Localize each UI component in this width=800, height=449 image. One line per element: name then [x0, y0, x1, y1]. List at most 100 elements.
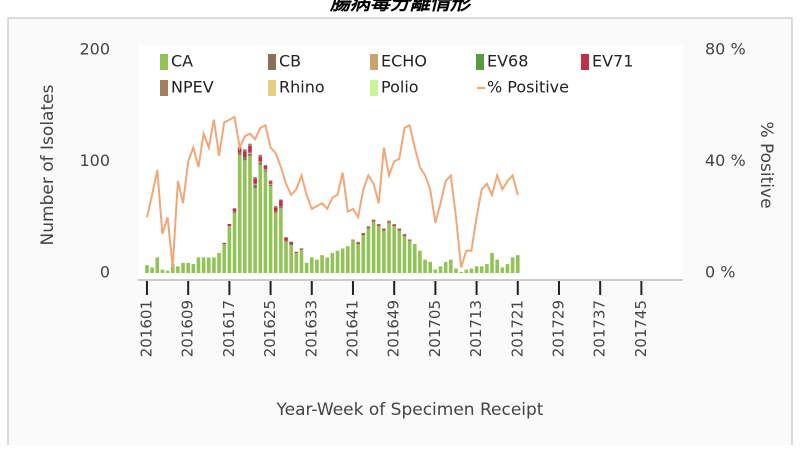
bar-segment [309, 257, 314, 273]
bar-segment [366, 226, 371, 228]
x-axis-label: Year-Week of Specimen Receipt [276, 400, 544, 420]
bar-segment [361, 235, 366, 273]
x-tick-label: 201601 [137, 300, 155, 357]
bar-segment [376, 225, 381, 227]
legend-swatch [268, 80, 276, 96]
bar-segment [469, 268, 474, 273]
bar-segment [366, 228, 371, 273]
legend-swatch [370, 80, 378, 96]
bar-segment [371, 220, 376, 222]
bar-segment [351, 239, 355, 241]
bar-segment [387, 222, 391, 273]
legend-label: CB [279, 52, 301, 71]
bar-segment [279, 199, 283, 201]
bar-segment [320, 255, 324, 273]
bar-segment [505, 264, 510, 273]
x-tick-label: 201609 [179, 300, 197, 357]
bar-segment [176, 266, 180, 273]
legend-swatch [581, 54, 589, 70]
bar-segment [165, 270, 170, 273]
bar-segment [222, 244, 227, 273]
bar-segment [376, 223, 381, 226]
bar-segment [232, 211, 237, 213]
y-tick-label: 0 [100, 263, 110, 282]
bar-segment [248, 152, 252, 154]
legend-swatch [160, 54, 168, 70]
bar-segment [232, 212, 237, 273]
bar-segment [248, 143, 252, 146]
bar-segment [361, 233, 366, 236]
bar-segment [340, 248, 345, 273]
bar-segment [248, 145, 252, 153]
bar-segment [402, 233, 407, 236]
x-tick-label: 201617 [220, 300, 238, 357]
bar-segment [191, 264, 196, 273]
bar-segment [268, 186, 273, 273]
bar-segment [248, 155, 252, 273]
y-axis-label: Number of Isolates [38, 84, 58, 245]
bar-segment [433, 269, 438, 273]
bar-segment [263, 164, 268, 166]
bar-segment [253, 178, 257, 184]
bar-segment [397, 229, 402, 231]
bar-segment [423, 259, 427, 273]
bar-segment [366, 227, 371, 229]
bar-segment [206, 257, 211, 273]
bar-segment [258, 157, 263, 162]
chart-title: 腸病毒分離情形 [329, 0, 473, 15]
bar-segment [315, 259, 319, 273]
bar-segment [222, 242, 227, 245]
bar-segment [170, 264, 175, 273]
bar-segment [346, 246, 350, 273]
bar-segment [371, 219, 376, 221]
bar-segment [376, 226, 381, 273]
bar-segment [160, 269, 165, 273]
bar-segment [299, 248, 304, 250]
bar-segment [243, 160, 247, 273]
legend-swatch [268, 54, 276, 70]
bar-segment [253, 183, 257, 185]
bar-segment [181, 262, 185, 273]
bar-segment [253, 177, 257, 179]
bar-segment [418, 250, 422, 273]
bar-segment [253, 184, 257, 189]
legend-label: ECHO [381, 52, 427, 71]
bar-segment [289, 241, 293, 245]
bar-segment [237, 152, 242, 155]
bar-segment [289, 245, 293, 273]
bar-segment [273, 206, 278, 208]
bar-segment [243, 157, 247, 161]
bar-segment [438, 266, 443, 273]
legend-label: CA [171, 52, 193, 71]
bar-segment [479, 266, 484, 273]
bar-segment [351, 240, 355, 273]
x-tick-label: 201705 [426, 300, 444, 357]
bar-segment [500, 267, 505, 273]
bar-segment [356, 244, 360, 273]
bar-segment [217, 252, 221, 273]
legend-swatch [160, 80, 168, 96]
y2-tick-label: 0 % [705, 263, 735, 282]
bar-segment [263, 169, 268, 171]
bar-segment [232, 208, 237, 212]
y-tick-label: 100 [79, 151, 110, 170]
x-tick-label: 201649 [385, 300, 403, 357]
bar-segment [485, 264, 489, 273]
bar-segment [294, 252, 299, 273]
bar-segment [273, 211, 278, 213]
bar-segment [325, 257, 330, 273]
bar-segment [284, 240, 288, 242]
bar-segment [510, 257, 515, 273]
bar-segment [279, 200, 283, 207]
bar-segment [273, 212, 278, 273]
bar-segment [258, 162, 263, 165]
bar-segment [382, 229, 386, 231]
bar-segment [258, 161, 263, 163]
bar-segment [382, 230, 386, 273]
legend-label: % Positive [487, 78, 569, 97]
bar-segment [284, 237, 288, 241]
legend-label: EV71 [592, 52, 633, 71]
y2-tick-label: 40 % [705, 151, 746, 170]
x-tick-label: 201633 [302, 300, 320, 357]
